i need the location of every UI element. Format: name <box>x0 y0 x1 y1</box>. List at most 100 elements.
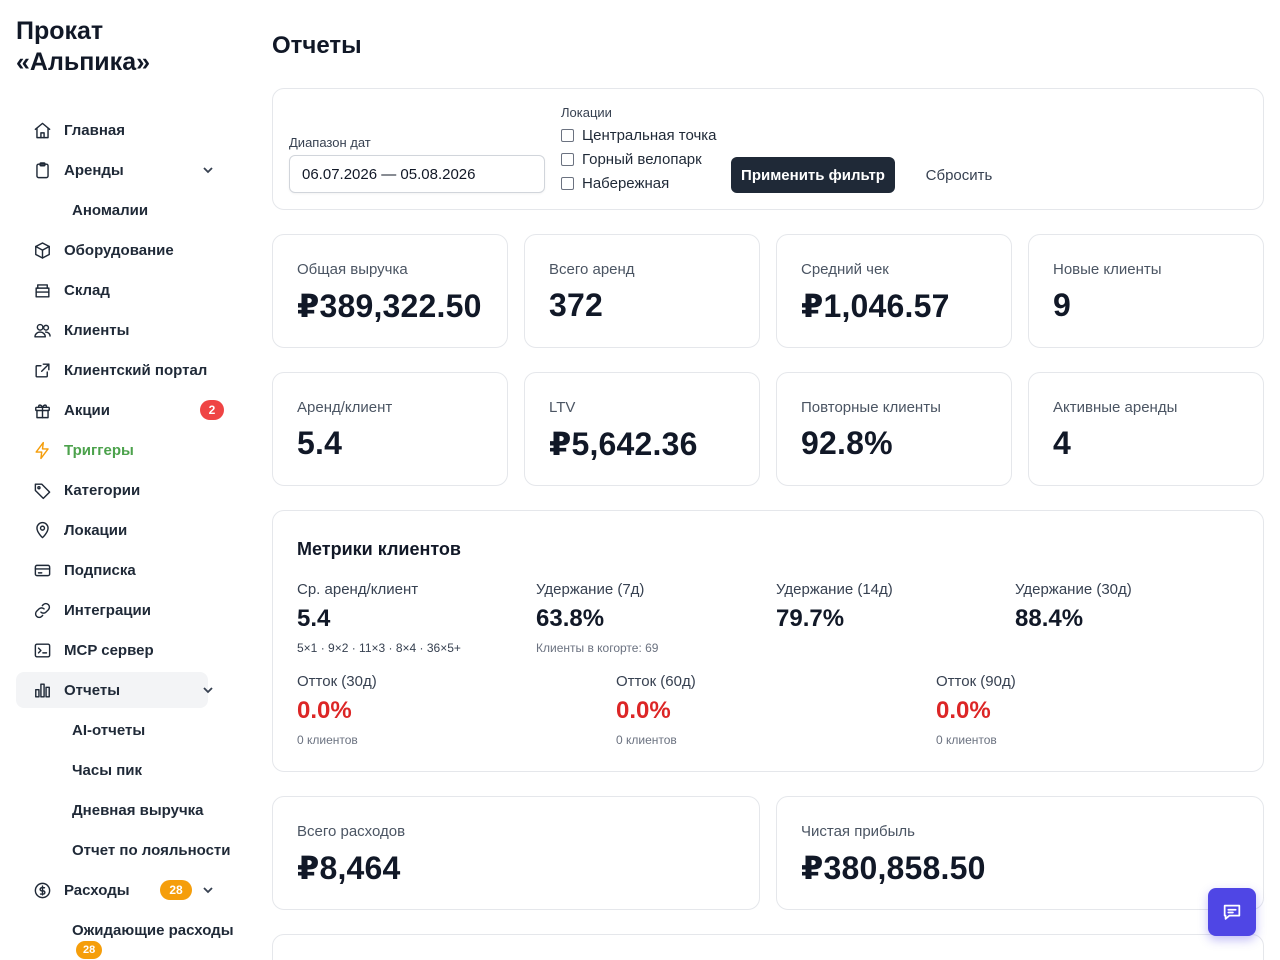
sidebar-item-daily-revenue[interactable]: Дневная выручка <box>72 801 204 819</box>
sidebar-item-ai-reports[interactable]: AI-отчеты <box>72 721 146 739</box>
kpi-card-avg-check: Средний чек ₽1,046.57 <box>776 234 1012 348</box>
app-title: Прокат «Альпика» <box>16 17 150 76</box>
kpi-label: Чистая прибыль <box>801 823 915 840</box>
sidebar-item-label: Клиентский портал <box>64 361 208 379</box>
checkbox[interactable] <box>561 128 574 142</box>
sidebar-item-triggers[interactable]: Триггеры <box>16 432 232 468</box>
sidebar-item-mcp-server[interactable]: MCP сервер <box>16 632 232 668</box>
kpi-label: Аренд/клиент <box>297 399 393 416</box>
clipboard-icon <box>32 160 52 180</box>
chat-button[interactable] <box>1208 888 1256 936</box>
metric-label: Отток (60д) <box>616 673 696 690</box>
kpi-label: Новые клиенты <box>1053 261 1162 278</box>
warehouse-icon <box>32 280 52 300</box>
sidebar-item-label: Интеграции <box>64 601 151 619</box>
sidebar-item-pending-expenses[interactable]: Ожидающие расходы <box>72 921 234 939</box>
kpi-value: 92.8% <box>801 425 893 461</box>
sidebar-item-categories[interactable]: Категории <box>16 472 232 508</box>
chevron-down-icon[interactable] <box>200 162 216 178</box>
metric-label: Ср. аренд/клиент <box>297 581 419 598</box>
sidebar-item-expenses[interactable]: Расходы 28 <box>16 872 232 908</box>
metric-label: Удержание (14д) <box>776 581 893 598</box>
kpi-card-new-clients: Новые клиенты 9 <box>1028 234 1264 348</box>
reset-filter-button[interactable]: Сбросить <box>925 166 993 184</box>
kpi-card-total-rentals: Всего аренд 372 <box>524 234 760 348</box>
checkbox-label: Горный велопарк <box>582 150 702 168</box>
kpi-value: ₽8,464 <box>297 850 401 886</box>
link-icon <box>32 600 52 620</box>
pending-expenses-badge: 28 <box>76 941 103 959</box>
sidebar-item-label: Триггеры <box>64 441 134 459</box>
sidebar: Прокат «Альпика» Главная Аренды Аномалии… <box>0 0 248 960</box>
metric-value: 88.4% <box>1015 605 1084 632</box>
box-icon <box>32 240 52 260</box>
sidebar-item-label: Категории <box>64 481 141 499</box>
kpi-card-rentals-per-client: Аренд/клиент 5.4 <box>272 372 508 486</box>
checkbox[interactable] <box>561 152 574 166</box>
kpi-card-total-revenue: Общая выручка ₽389,322.50 <box>272 234 508 348</box>
kpi-card-ltv: LTV ₽5,642.36 <box>524 372 760 486</box>
chevron-down-icon[interactable] <box>200 882 216 898</box>
sidebar-item-warehouse[interactable]: Склад <box>16 272 232 308</box>
sidebar-item-locations[interactable]: Локации <box>16 512 232 548</box>
sidebar-item-label: Локации <box>64 521 128 539</box>
sidebar-item-equipment[interactable]: Оборудование <box>16 232 232 268</box>
sidebar-item-client-portal[interactable]: Клиентский портал <box>16 352 232 388</box>
sidebar-item-home[interactable]: Главная <box>16 112 232 148</box>
next-section-card <box>272 934 1264 960</box>
sidebar-item-label: Клиенты <box>64 321 130 339</box>
locations-label: Локации <box>561 105 612 120</box>
sidebar-item-promotions[interactable]: Акции 2 <box>16 392 232 428</box>
kpi-value: ₽389,322.50 <box>297 288 482 324</box>
kpi-value: ₽380,858.50 <box>801 850 986 886</box>
checkbox[interactable] <box>561 176 574 190</box>
page-title: Отчеты <box>272 32 362 59</box>
location-checkbox-mountain[interactable]: Горный велопарк <box>561 149 702 169</box>
dollar-circle-icon <box>32 880 52 900</box>
credit-card-icon <box>32 560 52 580</box>
kpi-value: 5.4 <box>297 425 343 461</box>
kpi-card-net-profit: Чистая прибыль ₽380,858.50 <box>776 796 1264 910</box>
kpi-label: Активные аренды <box>1053 399 1178 416</box>
sidebar-item-peak-hours[interactable]: Часы пик <box>72 761 142 779</box>
sidebar-item-label: Расходы <box>64 881 130 899</box>
metric-value: 0.0% <box>936 697 991 724</box>
metric-value: 0.0% <box>297 697 352 724</box>
sidebar-item-label: Аренды <box>64 161 124 179</box>
chat-icon <box>1223 904 1241 920</box>
sidebar-item-clients[interactable]: Клиенты <box>16 312 232 348</box>
kpi-card-repeat-clients: Повторные клиенты 92.8% <box>776 372 1012 486</box>
sidebar-item-loyalty-report[interactable]: Отчет по лояльности <box>72 841 231 859</box>
kpi-card-active-rentals: Активные аренды 4 <box>1028 372 1264 486</box>
sidebar-item-label: Акции <box>64 401 111 419</box>
kpi-value: ₽5,642.36 <box>549 426 698 462</box>
checkbox-label: Набережная <box>582 174 670 192</box>
chevron-down-icon[interactable] <box>200 682 216 698</box>
section-title: Метрики клиентов <box>297 539 461 559</box>
map-pin-icon <box>32 520 52 540</box>
sidebar-item-integrations[interactable]: Интеграции <box>16 592 232 628</box>
sidebar-item-label: Отчеты <box>64 681 121 699</box>
promotions-badge: 2 <box>200 400 224 420</box>
sidebar-item-anomalies[interactable]: Аномалии <box>72 201 149 219</box>
date-range-input[interactable]: 06.07.2026 — 05.08.2026 <box>289 155 545 193</box>
metric-value: 5.4 <box>297 605 331 632</box>
kpi-label: Средний чек <box>801 261 889 278</box>
metric-label: Удержание (7д) <box>536 581 645 598</box>
sidebar-item-rentals[interactable]: Аренды <box>16 152 232 188</box>
sidebar-item-label: Главная <box>64 121 126 139</box>
apply-filter-button[interactable]: Применить фильтр <box>731 157 895 193</box>
gift-icon <box>32 400 52 420</box>
sidebar-item-subscription[interactable]: Подписка <box>16 552 232 588</box>
sidebar-item-label: Подписка <box>64 561 136 579</box>
sidebar-item-label: Оборудование <box>64 241 174 259</box>
kpi-label: Общая выручка <box>297 261 408 278</box>
kpi-label: Всего аренд <box>549 261 635 278</box>
kpi-value: 4 <box>1053 425 1071 461</box>
sidebar-item-label: Склад <box>64 281 110 299</box>
location-checkbox-embankment[interactable]: Набережная <box>561 173 669 193</box>
sidebar-item-reports[interactable]: Отчеты <box>16 672 213 708</box>
location-checkbox-central[interactable]: Центральная точка <box>561 125 717 145</box>
kpi-value: 372 <box>549 287 603 323</box>
